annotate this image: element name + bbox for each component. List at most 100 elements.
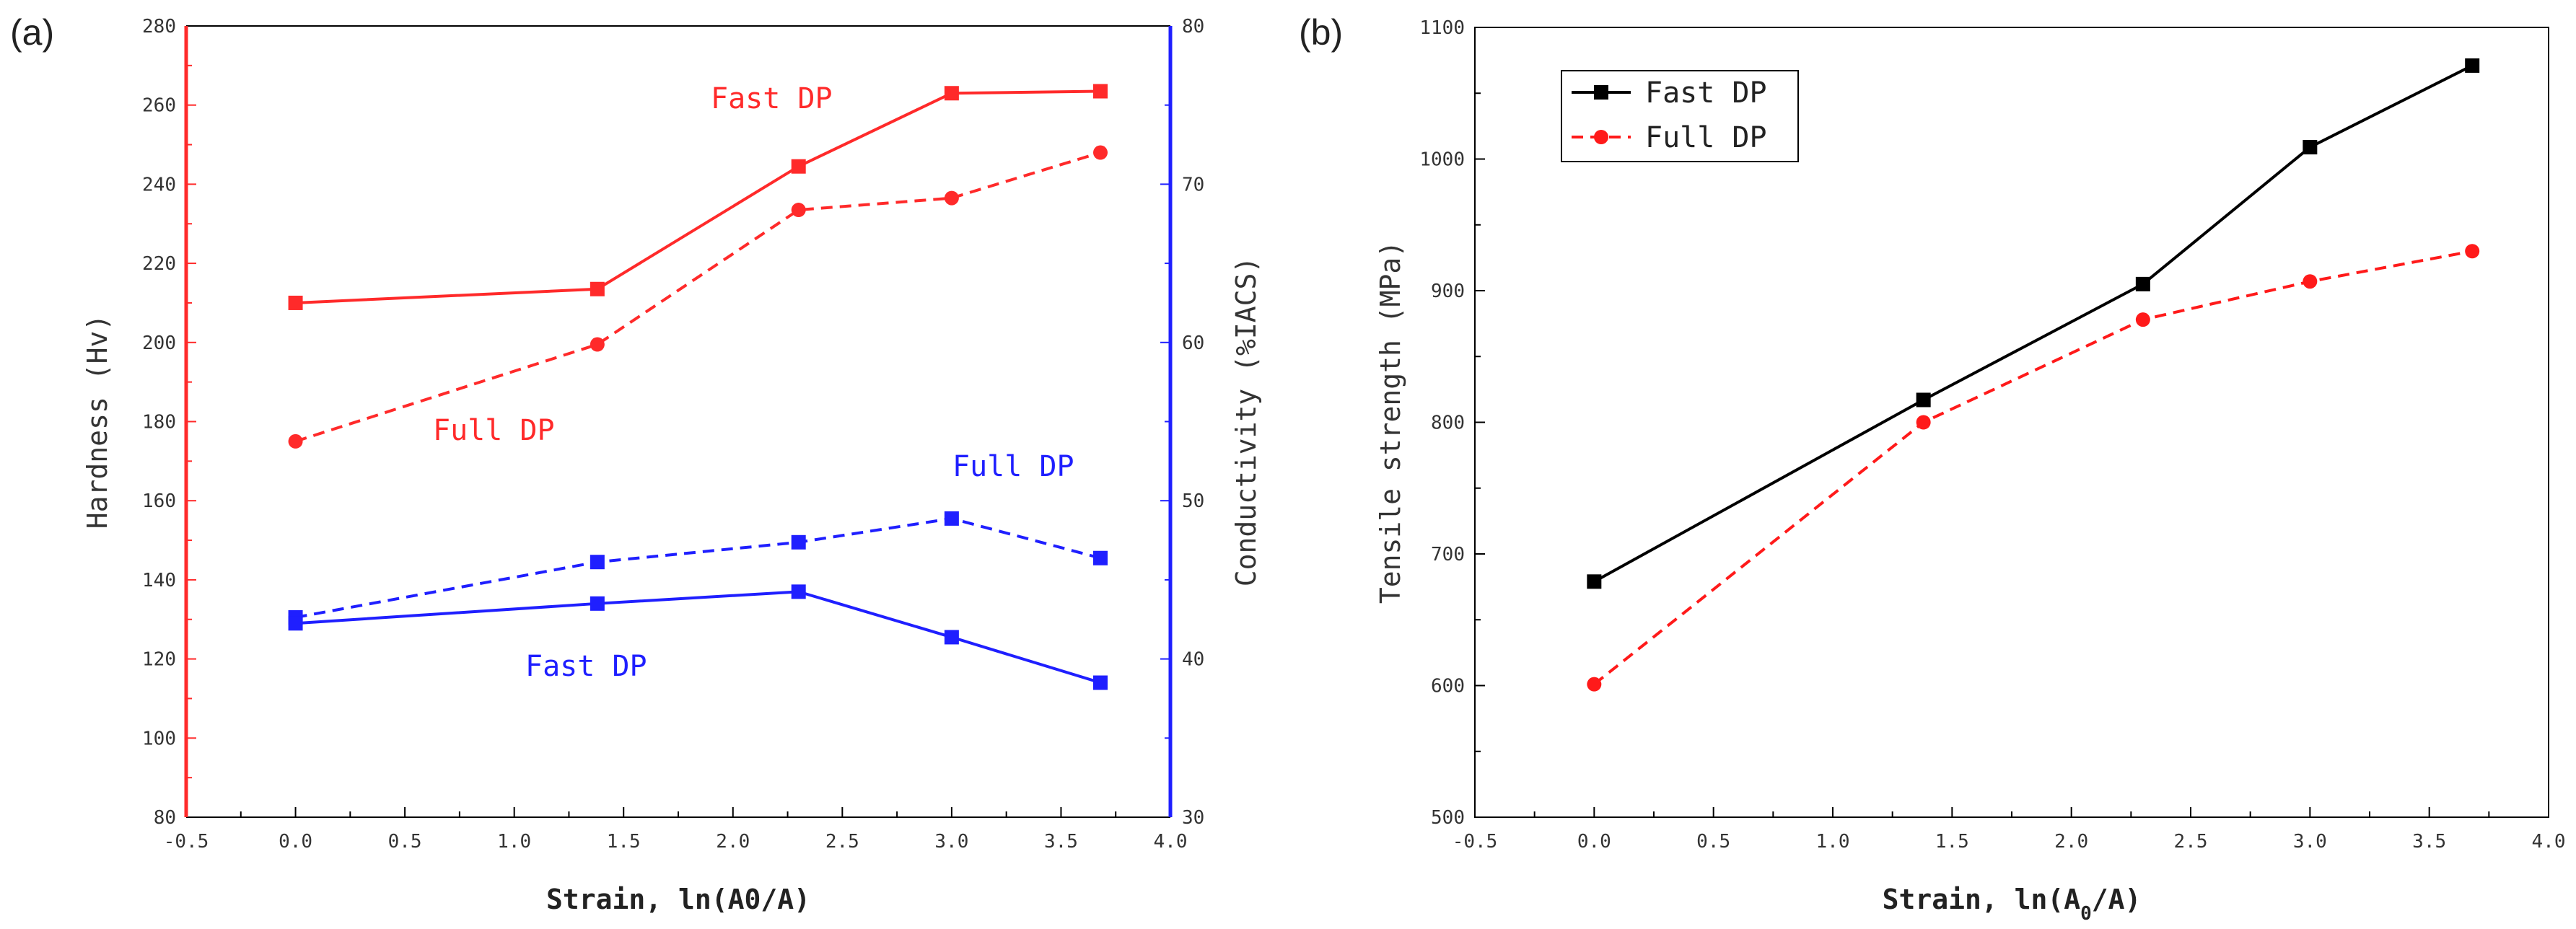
y-tick-label-left: 200 [142, 333, 176, 354]
legend-label-full-dp: Full DP [1645, 121, 1767, 154]
y-tick-label-left: 180 [142, 412, 176, 433]
annotation-blue-fast-dp: Fast DP [525, 650, 647, 683]
data-point [791, 159, 806, 174]
data-point [1587, 574, 1602, 589]
legend-marker-full-dp [1594, 130, 1608, 144]
x-axis-title: Strain, ln(A0/A) [546, 884, 810, 915]
series-0 [288, 84, 1108, 310]
x-tick-label: 1.5 [607, 831, 641, 853]
chart-a-frame [184, 25, 1173, 818]
data-point [791, 203, 806, 218]
data-point [944, 190, 959, 206]
y-tick-label-left: 240 [142, 174, 176, 195]
data-point [590, 281, 605, 296]
x-tick-label: 3.0 [934, 831, 968, 853]
data-point [791, 584, 806, 599]
series-line [1593, 250, 2473, 686]
y-tick-label: 500 [1431, 807, 1465, 829]
x-tick-label: 3.5 [1044, 831, 1078, 853]
y-tick-label-left: 160 [142, 490, 176, 512]
data-point [288, 295, 303, 310]
y-tick-label-left: 260 [142, 95, 176, 117]
annotation-red-full-dp: Full DP [433, 414, 555, 447]
y-tick-label: 1000 [1419, 149, 1465, 171]
data-point [590, 337, 605, 352]
series-3 [288, 584, 1108, 690]
x-axis-title-subscript: 0 [2080, 903, 2092, 925]
x-tick-label: 1.0 [497, 831, 531, 853]
y-axis-title: Tensile strength (MPa) [1375, 241, 1406, 604]
data-point [1916, 392, 1931, 408]
y-tick-label: 700 [1431, 544, 1465, 565]
series-line [295, 516, 1101, 619]
chart-b-ticks: -0.5 0.0 0.5 1.0 1.5 2.0 2.5 3.0 3.5 4.0 500 600 700… [1419, 17, 2565, 853]
chart-a-series [288, 84, 1108, 690]
y-tick-label: 600 [1431, 676, 1465, 697]
y-tick-label-right: 70 [1182, 174, 1204, 195]
data-point [288, 433, 303, 449]
series-2 [288, 511, 1108, 625]
x-tick-label: -0.5 [1453, 831, 1498, 853]
data-point [944, 86, 959, 101]
data-point [1093, 84, 1108, 99]
x-tick-label: 0.0 [1577, 831, 1611, 853]
y-tick-label-left: 120 [142, 649, 176, 671]
y-tick-label-left: 80 [154, 807, 176, 829]
data-point [944, 630, 959, 645]
y-tick-label: 900 [1431, 281, 1465, 302]
legend-marker-fast-dp [1594, 85, 1608, 100]
x-tick-label: 1.5 [1935, 831, 1969, 853]
y-tick-label-right: 40 [1182, 649, 1204, 671]
chart-b: (b) Tensile strength (MPa) Strain, ln(A0… [1299, 12, 2565, 925]
y-tick-label-left: 140 [142, 570, 176, 591]
y-axis-title-right: Conductivity (%IACS) [1230, 257, 1262, 587]
y-tick-label-left: 100 [142, 728, 176, 749]
data-point [1093, 675, 1108, 690]
x-tick-label: 3.0 [2293, 831, 2327, 853]
chart-a: (a) Hardness (Hv) Conductivity (%IACS) S… [10, 12, 1262, 915]
y-axis-title-left: Hardness (Hv) [82, 314, 113, 529]
data-point [2303, 140, 2318, 155]
x-axis-title-suffix: /A) [2092, 884, 2142, 915]
plot-frame [1474, 27, 2549, 818]
y-tick-label: 1100 [1419, 17, 1465, 39]
legend: Fast DP Full DP [1561, 70, 1799, 162]
y-tick-label-left: 220 [142, 253, 176, 275]
data-point [2303, 274, 2318, 289]
data-point [2465, 58, 2480, 73]
y-tick-label-right: 80 [1182, 16, 1204, 38]
x-tick-label: 2.0 [716, 831, 750, 853]
x-axis-title: Strain, ln(A0/A) [1883, 884, 2142, 925]
data-point [2465, 244, 2480, 259]
annotation-red-fast-dp: Fast DP [711, 82, 833, 115]
series-line [295, 89, 1101, 304]
data-point [1093, 550, 1108, 565]
data-point [2135, 312, 2150, 327]
series-1 [1587, 244, 2480, 692]
series-1 [288, 145, 1108, 449]
data-point [791, 534, 806, 550]
y-tick-label-right: 60 [1182, 333, 1204, 354]
y-tick-label: 800 [1431, 413, 1465, 434]
y-tick-label-right: 30 [1182, 807, 1204, 829]
y-tick-label-left: 280 [142, 16, 176, 38]
x-axis-title-prefix: Strain, ln(A [1883, 884, 2081, 915]
series-line [295, 590, 1101, 684]
annotation-blue-full-dp: Full DP [952, 450, 1074, 483]
x-tick-label: 1.0 [1816, 831, 1850, 853]
data-point [1587, 677, 1602, 692]
x-tick-label: 0.0 [279, 831, 312, 853]
data-point [2135, 276, 2150, 291]
panel-label-a: (a) [10, 12, 54, 53]
data-point [590, 596, 605, 611]
y-tick-label-right: 50 [1182, 490, 1204, 512]
legend-label-fast-dp: Fast DP [1645, 76, 1767, 110]
x-tick-label: 0.5 [1696, 831, 1730, 853]
x-tick-label: -0.5 [164, 831, 209, 853]
data-point [1916, 415, 1931, 430]
chart-b-frame [1474, 27, 2549, 818]
x-tick-label: 4.0 [2532, 831, 2566, 853]
data-point [944, 511, 959, 526]
x-tick-label: 2.5 [825, 831, 859, 853]
